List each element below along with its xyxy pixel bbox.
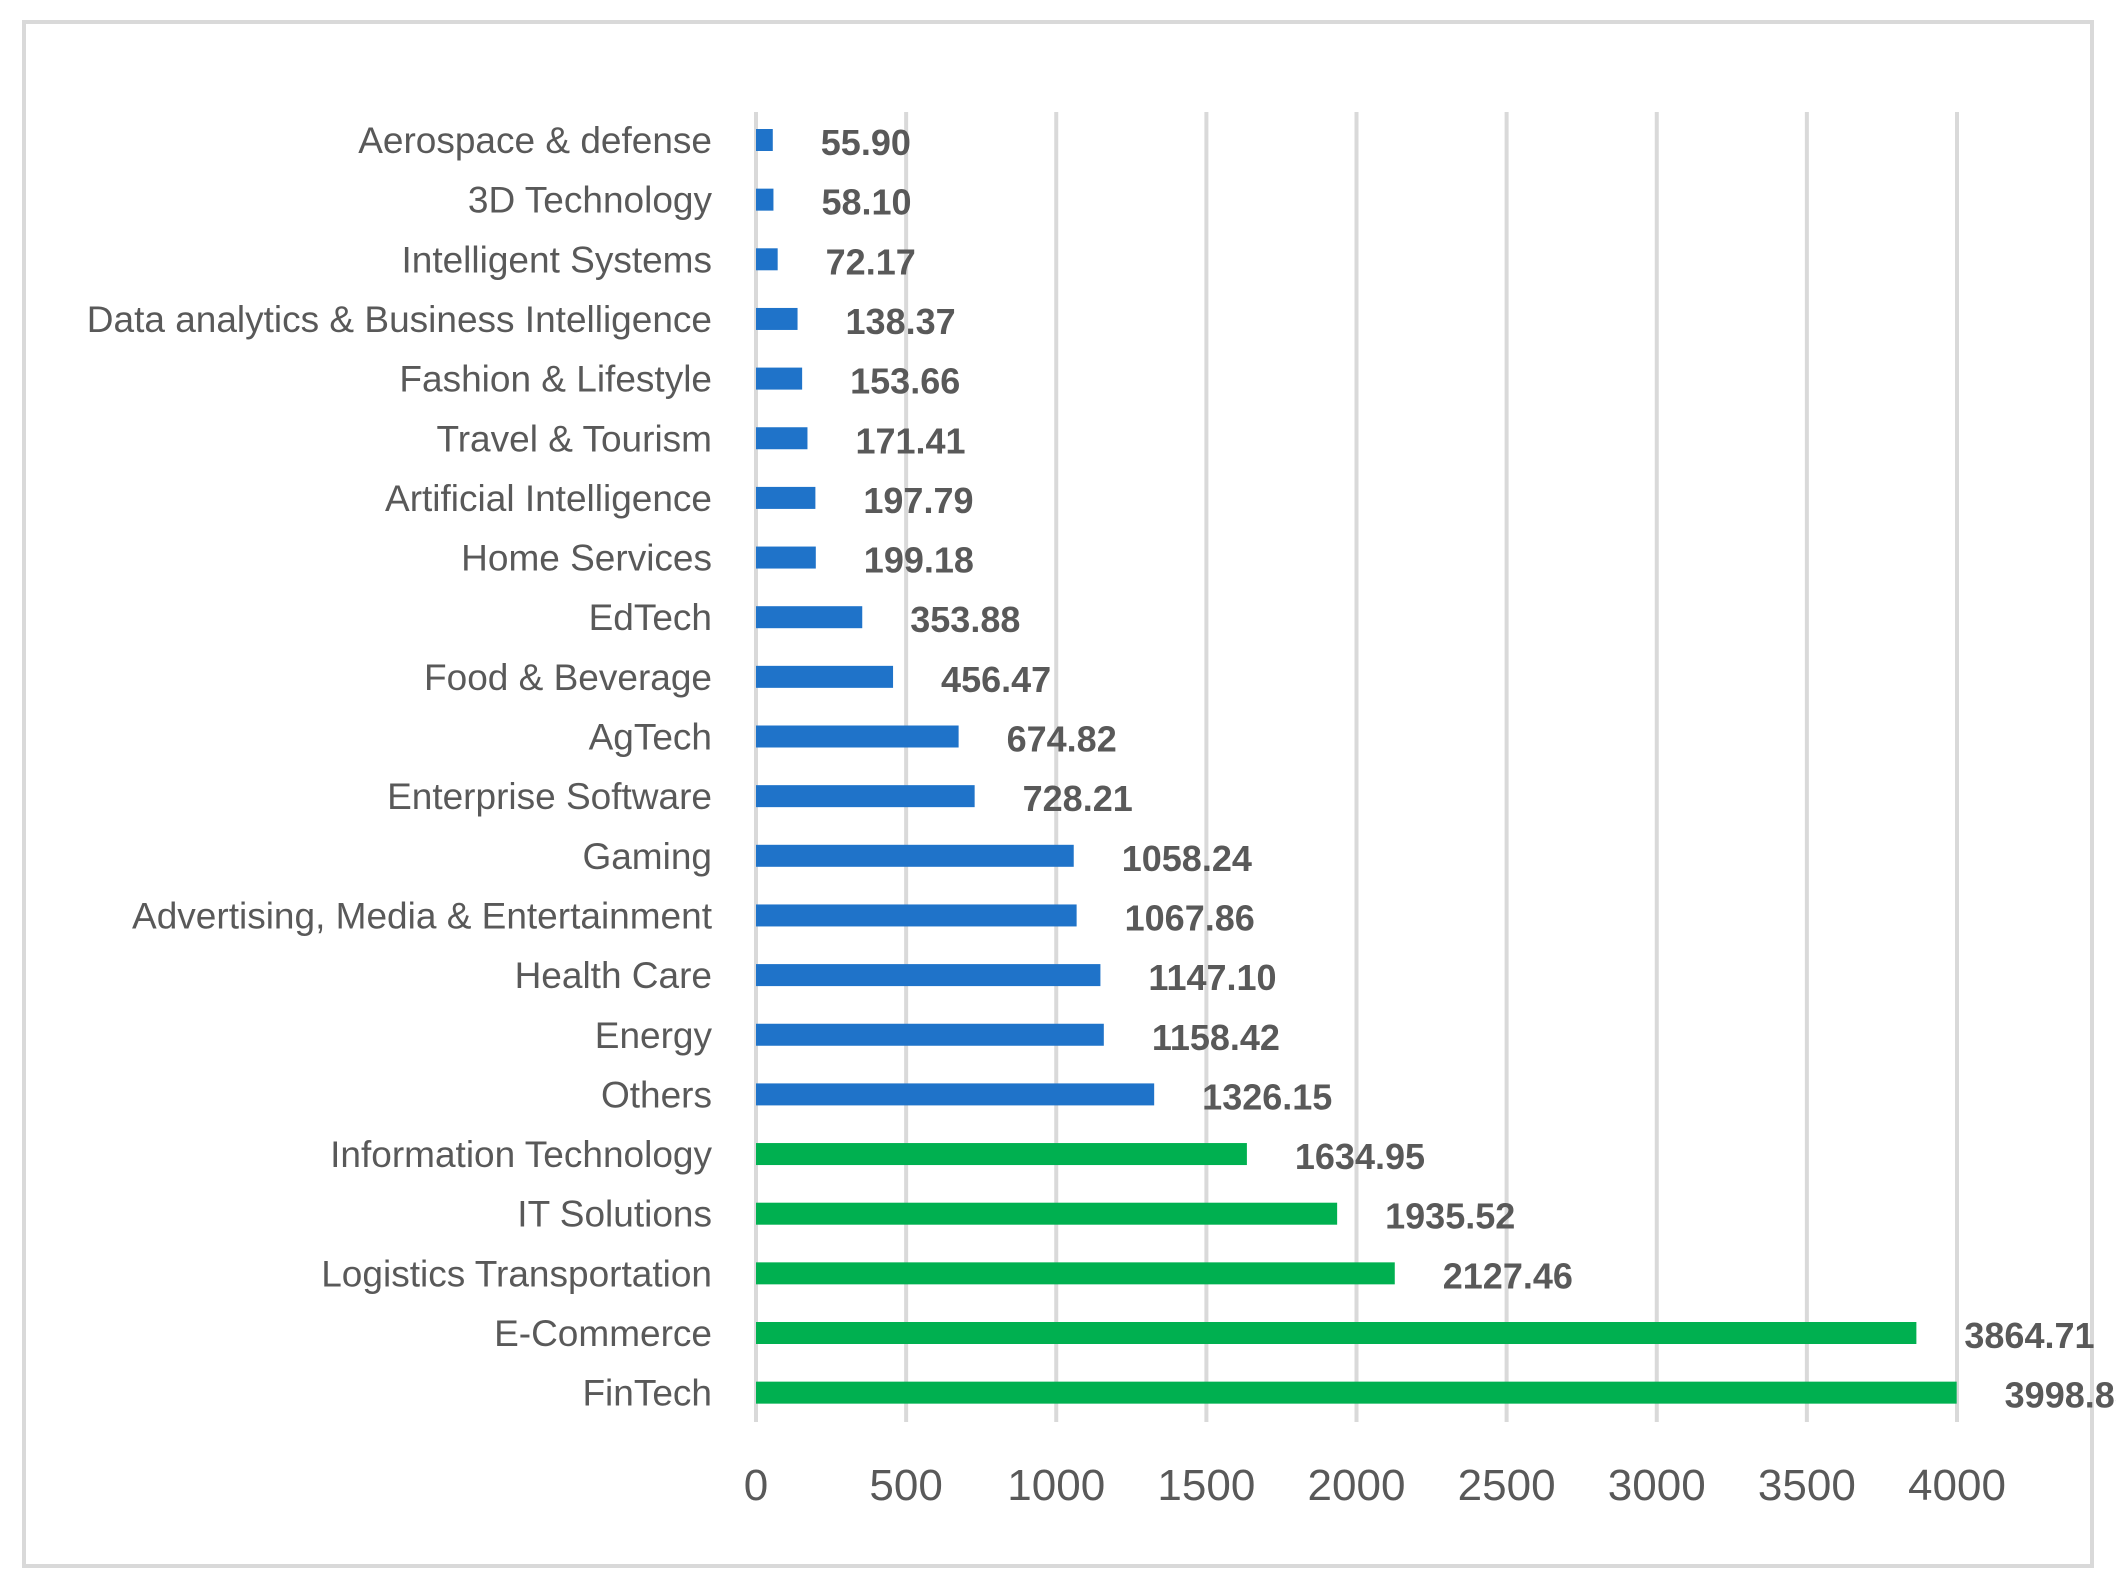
category-label-it-solutions: IT Solutions	[517, 1194, 712, 1235]
value-label-home-services: 199.18	[864, 540, 974, 581]
category-label-others: Others	[601, 1074, 712, 1115]
x-tick-label-1500: 1500	[1157, 1461, 1255, 1510]
x-tick-label-3500: 3500	[1758, 1461, 1856, 1510]
bar-data-analytics-business-intelligence	[756, 307, 798, 330]
category-label-e-commerce: E-Commerce	[494, 1313, 712, 1354]
value-label-it-solutions: 1935.52	[1385, 1196, 1515, 1237]
value-labels: 55.90 58.10 72.17 138.37 153.66 171.41 197.79 1…	[821, 122, 2116, 1416]
category-label-energy: Energy	[595, 1015, 713, 1056]
value-label-energy: 1158.42	[1152, 1017, 1280, 1058]
bar-agtech	[756, 725, 959, 748]
x-tick-labels: 0 500 1000 1500 2000 2500 3000 3500 4000	[744, 1461, 2006, 1510]
category-labels: Aerospace & defense 3D Technology Intellig…	[87, 120, 713, 1414]
bar-others	[756, 1083, 1155, 1106]
value-label-fintech: 3998.88	[2005, 1375, 2116, 1416]
bar-logistics-transportation	[756, 1262, 1395, 1285]
bar-3d-technology	[756, 188, 774, 211]
value-label-fashion-lifestyle: 153.66	[850, 361, 960, 402]
bar-energy	[756, 1023, 1104, 1046]
value-label-intelligent-systems: 72.17	[826, 241, 916, 282]
category-label-aerospace-defense: Aerospace & defense	[358, 120, 712, 161]
bar-aerospace-defense	[756, 129, 773, 151]
category-label-agtech: AgTech	[589, 717, 712, 758]
value-label-data-analytics-business-intelligence: 138.37	[846, 301, 956, 342]
bar-enterprise-software	[756, 785, 975, 808]
x-tick-label-1000: 1000	[1007, 1461, 1105, 1510]
bar-it-solutions	[756, 1202, 1338, 1225]
bar-health-care	[756, 964, 1101, 987]
value-label-3d-technology: 58.10	[821, 182, 911, 223]
bar-advertising-media-entertainment	[756, 904, 1077, 927]
value-label-agtech: 674.82	[1007, 719, 1117, 760]
bar-food-beverage	[756, 665, 894, 688]
category-label-3d-technology: 3D Technology	[468, 180, 713, 221]
value-label-advertising-media-entertainment: 1067.86	[1125, 897, 1255, 938]
value-label-artificial-intelligence: 197.79	[863, 480, 973, 521]
category-label-health-care: Health Care	[515, 955, 712, 996]
category-label-data-analytics-business-intelligence: Data analytics & Business Intelligence	[87, 299, 712, 340]
category-label-fintech: FinTech	[582, 1373, 712, 1414]
value-label-e-commerce: 3864.71	[1964, 1315, 2094, 1356]
value-label-logistics-transportation: 2127.46	[1443, 1255, 1573, 1296]
bar-e-commerce	[756, 1322, 1917, 1344]
bar-information-technology	[756, 1143, 1247, 1166]
x-tick-label-500: 500	[869, 1461, 942, 1510]
value-label-health-care: 1147.10	[1148, 957, 1276, 998]
bar-fintech	[756, 1381, 1957, 1404]
category-label-travel-tourism: Travel & Tourism	[436, 418, 712, 459]
value-label-gaming: 1058.24	[1122, 838, 1252, 879]
value-label-information-technology: 1634.95	[1295, 1136, 1425, 1177]
value-label-aerospace-defense: 55.90	[821, 122, 911, 163]
bar-gaming	[756, 844, 1074, 867]
bar-artificial-intelligence	[756, 486, 816, 509]
x-tick-label-2000: 2000	[1308, 1461, 1406, 1510]
category-label-gaming: Gaming	[582, 836, 712, 877]
category-label-food-beverage: Food & Beverage	[424, 657, 712, 698]
category-label-advertising-media-entertainment: Advertising, Media & Entertainment	[132, 895, 713, 936]
x-tick-label-0: 0	[744, 1461, 768, 1510]
bar-home-services	[756, 546, 816, 569]
value-label-enterprise-software: 728.21	[1023, 778, 1133, 819]
category-label-enterprise-software: Enterprise Software	[387, 776, 712, 817]
bar-fashion-lifestyle	[756, 367, 803, 390]
bars	[756, 129, 1957, 1404]
value-label-others: 1326.15	[1202, 1076, 1332, 1117]
value-label-edtech: 353.88	[910, 599, 1020, 640]
bar-intelligent-systems	[756, 248, 778, 271]
value-label-food-beverage: 456.47	[941, 659, 1051, 700]
x-tick-label-2500: 2500	[1458, 1461, 1556, 1510]
bar-travel-tourism	[756, 427, 808, 450]
category-label-information-technology: Information Technology	[330, 1134, 712, 1175]
category-label-home-services: Home Services	[461, 538, 712, 579]
x-tick-label-3000: 3000	[1608, 1461, 1706, 1510]
category-label-edtech: EdTech	[589, 597, 712, 638]
category-label-logistics-transportation: Logistics Transportation	[321, 1253, 712, 1294]
category-label-intelligent-systems: Intelligent Systems	[401, 239, 712, 280]
category-label-artificial-intelligence: Artificial Intelligence	[385, 478, 712, 519]
bar-edtech	[756, 606, 863, 629]
value-label-travel-tourism: 171.41	[855, 420, 965, 461]
x-tick-label-4000: 4000	[1908, 1461, 2006, 1510]
category-label-fashion-lifestyle: Fashion & Lifestyle	[399, 359, 712, 400]
